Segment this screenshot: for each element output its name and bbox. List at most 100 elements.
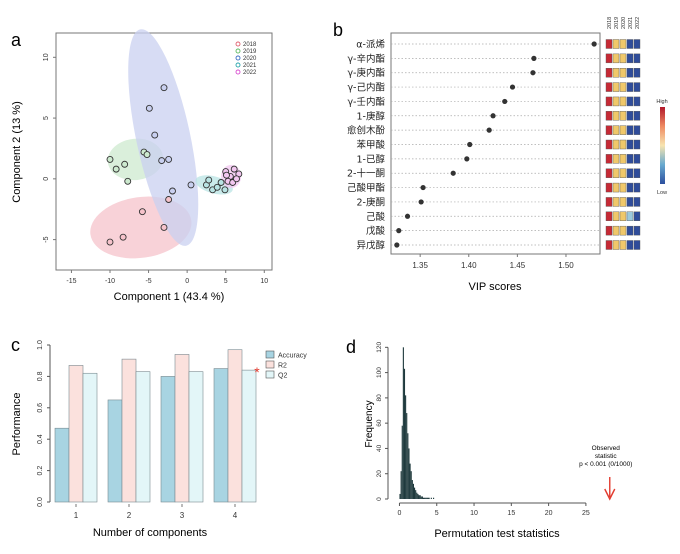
legend-label-2022: 2022: [243, 70, 257, 76]
panel-c-label: c: [11, 335, 20, 355]
histogram-bar: [415, 490, 417, 499]
vip-point: [404, 213, 411, 219]
bar-Accuracy-3: [160, 376, 176, 503]
y-tick-label: 0.8: [37, 371, 44, 381]
heatmap-cell: [626, 168, 634, 178]
category-label: 2-十一酮: [347, 168, 385, 180]
heatmap-cell: [612, 68, 620, 78]
observed-label: Observed: [592, 445, 621, 452]
histogram-bar: [420, 496, 422, 499]
category-label: 愈创木酚: [347, 125, 386, 137]
ellipse-2020: [128, 29, 199, 246]
x-tick-label: 20: [545, 510, 553, 517]
legend-swatch-Accuracy: [265, 350, 275, 359]
legend-swatch-2019: [235, 48, 241, 54]
category-label: γ-壬内酯: [347, 96, 385, 108]
histogram-bar: [410, 471, 412, 499]
histogram-bar: [399, 493, 401, 499]
histogram-bar: [403, 368, 406, 499]
category-label: 2-庚酮: [357, 196, 385, 208]
x-tick-label: 15: [507, 510, 515, 517]
point-2020-3: [158, 157, 166, 165]
point-2019-5: [143, 151, 151, 158]
histogram-bar: [414, 487, 416, 499]
histogram-bar: [406, 413, 408, 499]
heatmap-cell: [605, 39, 613, 49]
x-axis-label: VIP scores: [469, 281, 522, 293]
grid-layer: [391, 43, 600, 246]
axes-layer: -15 -10 -5 0 5 10 -5 0 5 10: [43, 53, 268, 285]
y-tick-label: 5: [43, 116, 50, 120]
histogram-bar: [421, 496, 423, 499]
category-label: 己酸甲酯: [347, 182, 386, 194]
heatmap-column-label: 2020: [621, 17, 627, 29]
heatmap-cell: [619, 211, 627, 221]
panel-c: 1 2 3 4 0.0 0.2 0.4 0.6 0.8 1.0 Accuracy R2 Q2 * Nu…: [11, 340, 307, 539]
panel-d-label: d: [346, 337, 356, 357]
y-tick-label: 0.6: [37, 403, 44, 413]
histogram-bar: [417, 493, 419, 499]
y-tick-label: 120: [376, 342, 383, 353]
heatmap-cell: [633, 240, 641, 250]
vip-point: [420, 184, 426, 191]
point-2018-2: [138, 208, 146, 216]
y-axis-label: Performance: [11, 393, 23, 456]
x-axis-label: Component 1 (43.4 %): [114, 291, 225, 303]
scale-high-label: High: [656, 99, 667, 105]
point-2018-4: [165, 196, 173, 203]
heatmap-cell: [619, 96, 627, 107]
legend-label-R2: R2: [278, 363, 287, 370]
heatmap-cell: [633, 96, 641, 107]
points-layer: [394, 41, 597, 248]
legend-label-Q2: Q2: [278, 373, 287, 380]
point-2021-4: [221, 186, 229, 194]
scale-low-label: Low: [657, 190, 667, 196]
histogram-bar: [428, 497, 430, 499]
point-2022-6: [233, 175, 240, 183]
heatmap-cell: [633, 139, 641, 150]
legend-swatch-2020: [235, 55, 241, 61]
vip-point: [530, 70, 536, 76]
y-tick-label: -5: [43, 236, 50, 242]
x-tick-label: 2: [127, 511, 132, 520]
heatmap-cell: [633, 225, 641, 236]
heatmap-cell: [612, 154, 620, 164]
x-tick-label: 1.45: [510, 261, 526, 270]
heatmap-cell: [605, 168, 613, 178]
heatmap-cell: [612, 39, 620, 49]
heatmap-cell: [626, 225, 634, 236]
legend-swatch-2021: [235, 62, 241, 68]
point-2020-2: [151, 131, 159, 139]
heatmap-cell: [605, 82, 613, 92]
bar-Accuracy-2: [107, 399, 123, 503]
category-label: γ-庚内酯: [347, 67, 385, 79]
y-tick-label: 100: [376, 367, 383, 378]
point-2019-3: [124, 177, 132, 185]
y-tick-label: 1.0: [37, 340, 44, 350]
best-model-marker: *: [254, 364, 260, 380]
heatmap-cell: [626, 240, 634, 250]
heatmap-cell: [612, 182, 620, 193]
point-2018-0: [106, 238, 114, 246]
category-label: γ-辛内酯: [347, 53, 385, 65]
axes-layer: 0 5 10 15 20 25 0 20 40 60 80 100 120: [376, 342, 590, 517]
y-axis-label: Frequency: [364, 400, 375, 447]
histogram-bar: [424, 497, 426, 499]
x-tick-label: 0: [185, 278, 189, 285]
heatmap-cell: [619, 39, 627, 49]
histogram-bar: [426, 497, 428, 499]
heatmap-cell: [626, 53, 634, 64]
histogram-bar: [405, 395, 407, 499]
panel-b-label: b: [333, 20, 343, 40]
heatmap-cell: [612, 240, 620, 250]
y-axis-label: Component 2 (13 %): [11, 101, 23, 203]
point-2020-6: [187, 181, 195, 189]
heatmap-cell: [633, 68, 641, 78]
heatmap-cell: [619, 225, 627, 236]
panel-a-label: a: [11, 30, 22, 50]
y-tick-label: 0.4: [37, 434, 44, 444]
heatmap-cell: [612, 225, 620, 236]
vip-point: [450, 170, 456, 176]
x-tick-label: 10: [470, 510, 478, 517]
x-tick-label: 4: [233, 511, 238, 520]
